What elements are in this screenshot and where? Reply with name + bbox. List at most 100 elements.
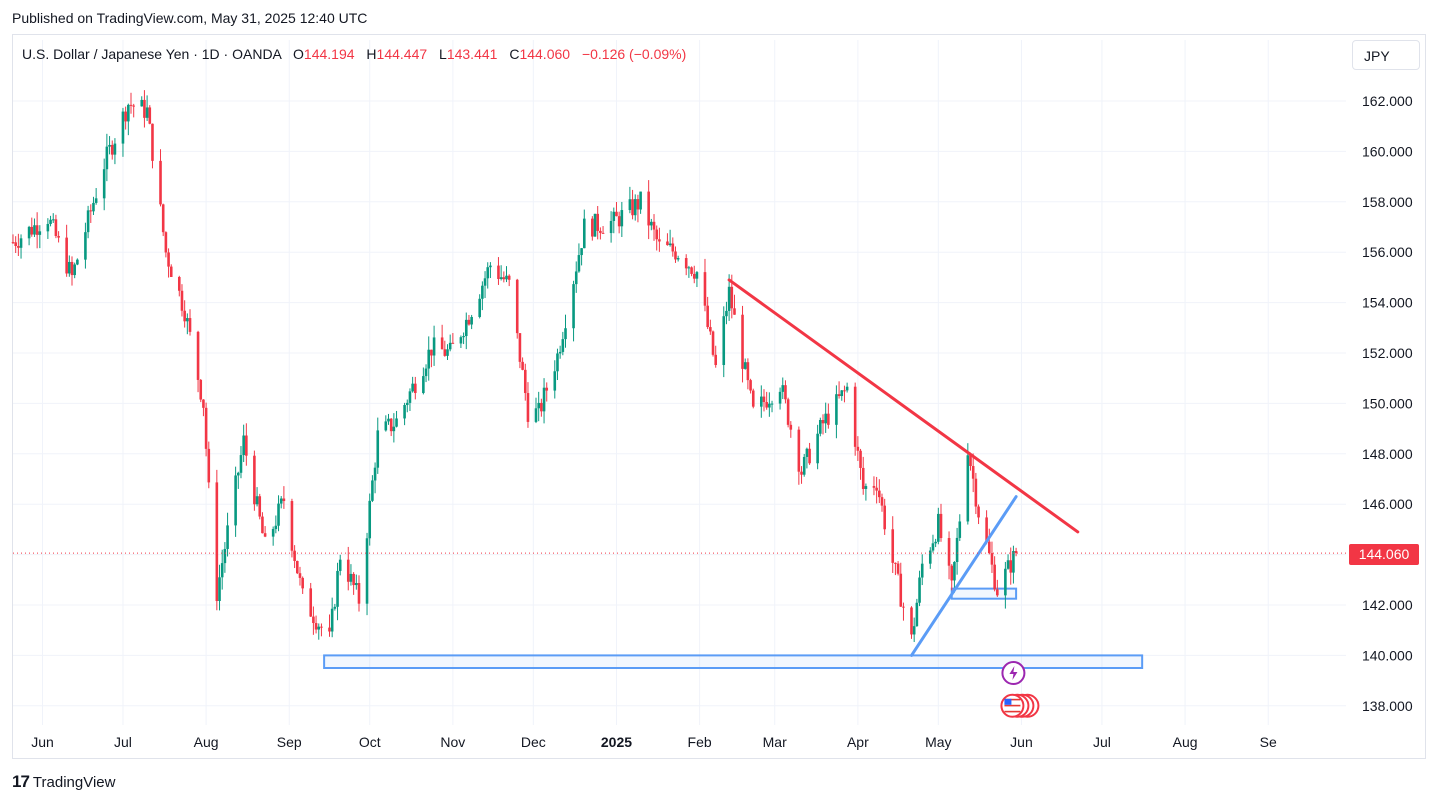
candle-body xyxy=(827,413,830,425)
symbol-name: U.S. Dollar / Japanese Yen · 1D · OANDA xyxy=(22,46,282,62)
candle-body xyxy=(338,559,342,571)
candle-body xyxy=(593,213,597,237)
candle-body xyxy=(68,261,71,274)
candle-body xyxy=(505,275,508,280)
x-tick-label: Jul xyxy=(114,734,132,750)
candle-body xyxy=(658,239,661,242)
candle-body xyxy=(84,232,87,260)
candle-body xyxy=(950,565,954,581)
time-axis: Jun Jul Aug Sep Oct Nov Dec 2025 Feb Mar Apr May Jun… xyxy=(31,734,1277,750)
candle-body xyxy=(371,480,374,501)
candle-body xyxy=(953,561,956,581)
candle-body xyxy=(277,503,280,526)
candle-body xyxy=(727,286,731,311)
candle-body xyxy=(743,362,747,369)
flag-stripe xyxy=(1004,701,1021,704)
x-tick-label: Jun xyxy=(31,734,54,750)
candle-body xyxy=(918,577,921,603)
candle-body xyxy=(220,563,224,578)
candle-body xyxy=(937,513,940,542)
trendline xyxy=(910,495,1018,657)
x-tick-label: Jul xyxy=(1093,734,1111,750)
candle-body xyxy=(821,420,825,424)
candle-body xyxy=(990,553,994,565)
candle-body xyxy=(309,588,313,617)
candle-body xyxy=(760,396,763,407)
currency-button[interactable]: JPY xyxy=(1352,40,1420,70)
x-tick-label: Jun xyxy=(1010,734,1033,750)
candle-body xyxy=(521,361,524,370)
candle-body xyxy=(958,521,962,538)
candle-body xyxy=(534,408,538,422)
candle-body xyxy=(346,559,350,582)
candle-body xyxy=(94,198,98,203)
candle-body xyxy=(650,221,653,226)
price-axis: 162.000 160.000 158.000 156.000 154.000 152.0… xyxy=(1362,93,1413,714)
candle-body xyxy=(65,237,68,274)
candle-body xyxy=(615,211,618,217)
grid-lines xyxy=(13,40,1346,725)
candle-body xyxy=(355,583,358,586)
candle-body xyxy=(765,402,768,408)
zones-layer xyxy=(323,587,1144,670)
candle-body xyxy=(478,298,481,317)
x-tick-label: Mar xyxy=(763,734,787,750)
candle-body xyxy=(556,353,559,372)
candle-body xyxy=(440,337,444,350)
candle-body xyxy=(955,537,959,562)
candle-body xyxy=(27,226,31,239)
x-tick-label: Dec xyxy=(521,734,546,750)
candle-body xyxy=(124,111,127,122)
candle-body xyxy=(373,467,377,481)
candle-body xyxy=(545,387,549,391)
candle-body xyxy=(330,608,334,632)
flag-stripe xyxy=(1004,707,1021,710)
symbol-legend[interactable]: U.S. Dollar / Japanese Yen · 1D · OANDA … xyxy=(22,46,686,62)
candle-body xyxy=(872,486,876,488)
support-zone xyxy=(323,654,1144,670)
candle-body xyxy=(167,252,170,267)
candle-body xyxy=(486,267,490,279)
chart-frame[interactable] xyxy=(12,34,1426,759)
candle-body xyxy=(497,265,500,279)
candle-body xyxy=(177,277,181,291)
candle-body xyxy=(845,386,849,391)
candle-body xyxy=(580,248,583,256)
candle-body xyxy=(574,271,578,285)
candle-body xyxy=(30,226,34,235)
candle-body xyxy=(448,342,452,350)
candle-body xyxy=(939,513,943,539)
candle-body xyxy=(483,278,487,286)
candle-body xyxy=(202,399,205,408)
candle-body xyxy=(368,500,372,539)
candle-body xyxy=(188,318,192,332)
candle-body xyxy=(969,455,972,467)
candle-body xyxy=(797,429,801,472)
candle-body xyxy=(628,199,632,211)
candle-body xyxy=(76,259,79,265)
candle-body xyxy=(443,349,447,356)
candle-body xyxy=(102,169,106,199)
y-tick-label: 148.000 xyxy=(1362,446,1413,462)
candle-body xyxy=(451,342,455,344)
candle-body xyxy=(784,385,787,400)
candle-body xyxy=(666,241,669,246)
candle-body xyxy=(896,563,900,574)
candle-body xyxy=(110,144,114,155)
candle-body xyxy=(312,616,315,624)
candle-body xyxy=(105,146,109,170)
candle-body xyxy=(894,562,897,564)
candles-layer xyxy=(11,90,1018,643)
candle-body xyxy=(242,435,245,456)
candle-body xyxy=(853,386,857,447)
candle-body xyxy=(274,525,278,530)
candle-body xyxy=(840,390,844,397)
candle-body xyxy=(1009,560,1013,573)
candle-body xyxy=(947,538,951,566)
candle-body xyxy=(389,418,393,432)
candle-body xyxy=(507,275,511,280)
candle-body xyxy=(293,550,296,561)
candle-body xyxy=(352,573,355,586)
footer-brand[interactable]: 17 TradingView xyxy=(12,772,115,792)
